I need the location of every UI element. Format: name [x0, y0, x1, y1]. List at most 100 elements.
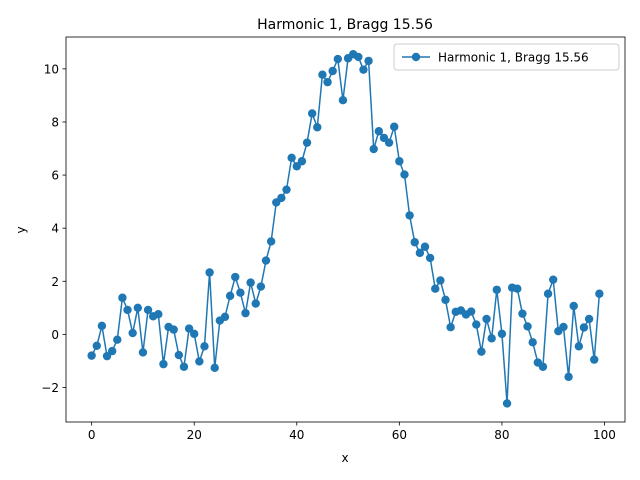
y-tick-label: 8: [51, 115, 59, 129]
data-point: [205, 268, 214, 277]
data-point: [302, 138, 312, 147]
axes-frame: [65, 36, 626, 423]
y-tick-label: 6: [51, 169, 59, 183]
data-point: [564, 372, 573, 382]
x-axis-label: x: [341, 451, 348, 465]
data-point: [446, 323, 455, 332]
data-point: [415, 248, 425, 258]
data-point: [431, 284, 440, 293]
legend: Harmonic 1, Bragg 15.56: [393, 43, 620, 71]
y-tick-label: 2: [51, 275, 59, 289]
data-point: [590, 355, 599, 364]
data-point: [328, 66, 337, 76]
data-point: [123, 305, 132, 315]
data-point: [472, 320, 481, 329]
chart-title: Harmonic 1, Bragg 15.56: [257, 17, 433, 33]
data-point: [97, 321, 107, 331]
data-point: [236, 288, 245, 297]
data-point: [466, 307, 476, 316]
data-point: [574, 342, 584, 351]
data-point: [436, 276, 445, 285]
data-point: [395, 157, 404, 166]
y-axis-label: y: [14, 226, 28, 233]
data-point: [482, 314, 491, 324]
data-point: [492, 285, 501, 294]
data-point: [154, 310, 163, 319]
legend-marker: [411, 52, 421, 62]
data-point: [359, 65, 368, 74]
x-tick-label: 100: [593, 428, 616, 442]
data-point: [579, 323, 589, 332]
plot-area: 0 20 40 60 80 100 −2 0 2 4 6 8 10 Harmonic 1, Bragg 1…: [41, 36, 626, 442]
data-point: [231, 272, 240, 282]
data-point: [184, 324, 194, 333]
data-point: [333, 54, 343, 64]
data-point: [538, 362, 548, 371]
data-point: [113, 335, 122, 344]
data-point: [159, 359, 168, 369]
data-point: [241, 308, 250, 318]
data-point: [174, 350, 184, 360]
data-point: [559, 322, 568, 332]
legend-label: Harmonic 1, Bragg 15.56: [438, 51, 589, 65]
x-tick-label: 0: [88, 428, 96, 442]
data-point: [502, 399, 512, 408]
y-tick-label: −2: [41, 381, 59, 395]
data-point: [210, 363, 219, 373]
legend-box: [393, 43, 620, 71]
y-tick-label: 10: [44, 62, 59, 76]
data-point: [569, 301, 578, 311]
data-point: [420, 242, 430, 251]
x-tick-label: 80: [494, 428, 509, 442]
data-point: [225, 291, 235, 301]
data-point: [246, 278, 255, 287]
data-point: [513, 284, 522, 293]
data-point: [200, 342, 209, 351]
data-point: [292, 162, 301, 171]
data-point: [220, 312, 230, 322]
data-point: [277, 193, 286, 203]
data-point: [261, 256, 271, 265]
data-point: [323, 77, 332, 87]
data-point: [390, 122, 399, 131]
data-point: [441, 295, 450, 305]
data-point: [425, 253, 435, 263]
data-point: [497, 329, 507, 339]
data-point: [523, 322, 532, 331]
data-point: [374, 127, 384, 136]
data-point: [143, 305, 153, 315]
data-point: [251, 299, 260, 308]
data-point: [266, 237, 276, 246]
data-point: [195, 357, 204, 366]
x-tick-label: 20: [187, 428, 202, 442]
data-point: [256, 282, 266, 291]
data-point: [297, 157, 307, 166]
data-point: [133, 303, 142, 313]
data-point: [369, 144, 378, 154]
x-tick-label: 60: [392, 428, 407, 442]
data-point: [354, 52, 363, 62]
data-point: [410, 238, 419, 247]
data-point: [179, 362, 189, 371]
data-point: [477, 347, 486, 356]
data-point: [549, 275, 558, 284]
data-point: [518, 309, 527, 318]
x-tick-label: 40: [289, 428, 304, 442]
data-point: [528, 338, 537, 347]
data-point: [102, 351, 112, 361]
data-point: [169, 325, 178, 334]
data-point: [318, 70, 327, 79]
data-point: [364, 56, 373, 66]
data-point: [118, 293, 127, 302]
data-point: [287, 153, 296, 163]
data-point: [190, 329, 199, 339]
data-point: [384, 138, 394, 147]
data-point: [595, 289, 604, 298]
data-point: [128, 328, 137, 338]
data-point: [107, 346, 117, 356]
data-point: [92, 341, 101, 350]
data-point: [87, 351, 96, 360]
data-point: [307, 109, 317, 118]
